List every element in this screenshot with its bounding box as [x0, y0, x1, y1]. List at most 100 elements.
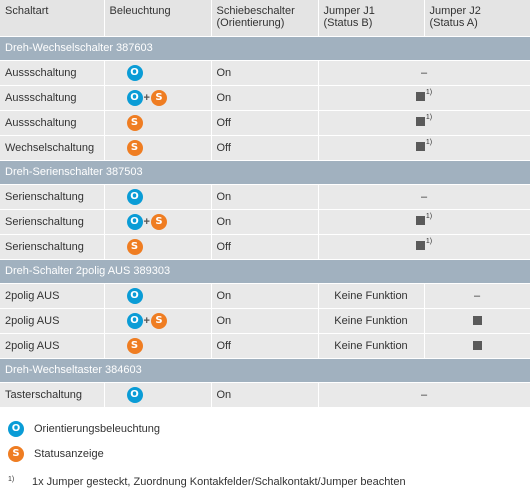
cell-beleuchtung: O + S [104, 85, 212, 111]
jumper-square-icon [415, 240, 425, 250]
footnote-reference: 1) [425, 212, 433, 220]
cell-schaltart: Serienschaltung [0, 209, 105, 235]
orientation-light-icon: O [126, 287, 143, 304]
plus-sign: + [143, 314, 150, 327]
cell-jumper-j2: – [424, 283, 530, 309]
footnote-reference: 1) [425, 113, 433, 121]
cell-schaltart: Tasterschaltung [0, 382, 105, 408]
cell-schiebeschalter: On [211, 209, 319, 235]
cell-schaltart: Aussschaltung [0, 85, 105, 111]
legend-footnote: 1) 1x Jumper gesteckt, Zuordnung Kontakf… [0, 470, 530, 494]
jumper-set-indicator: 1) [415, 138, 433, 151]
table-row: Aussschaltung O + S On 1) [0, 85, 530, 111]
cell-beleuchtung: O [104, 382, 212, 408]
cell-beleuchtung: O [104, 184, 212, 210]
jumper-square-icon [415, 116, 425, 126]
status-light-icon: S [150, 312, 167, 329]
cell-schaltart: Aussschaltung [0, 110, 105, 136]
status-light-icon: S [126, 337, 143, 354]
footnote-reference: 1) [425, 88, 433, 96]
lighting-indicators: O [126, 64, 143, 81]
orientation-light-icon: O [126, 312, 143, 329]
section-title: Dreh-Wechseltaster 384603 [0, 358, 530, 383]
cell-jumper-j2 [424, 333, 530, 359]
cell-schiebeschalter: Off [211, 333, 319, 359]
cell-schiebeschalter: On [211, 60, 319, 86]
legend-status-label: Statusanzeige [34, 447, 104, 460]
status-light-icon: S [126, 238, 143, 255]
table-row: Serienschaltung O On – [0, 184, 530, 210]
cell-schiebeschalter: On [211, 382, 319, 408]
status-light-icon: S [126, 139, 143, 156]
cell-schiebeschalter: On [211, 283, 319, 309]
cell-beleuchtung: S [104, 110, 212, 136]
status-light-icon: S [126, 114, 143, 131]
header-schiebeschalter: Schiebeschalter (Orientierung) [211, 0, 319, 37]
status-light-icon: S [150, 213, 167, 230]
cell-jumpers: – [318, 60, 530, 86]
section-header-row: Dreh-Serienschalter 387503 [0, 160, 530, 185]
cell-schaltart: Serienschaltung [0, 184, 105, 210]
status-light-icon: S [8, 445, 24, 462]
legend: O Orientierungsbeleuchtung S Statusanzei… [0, 416, 530, 494]
orientation-light-icon: O [126, 64, 143, 81]
lighting-indicators: O [126, 287, 143, 304]
lighting-indicators: S [126, 139, 143, 156]
table-row: 2polig AUS S Off Keine Funktion [0, 333, 530, 359]
footnote-text: 1x Jumper gesteckt, Zuordnung Kontakfeld… [32, 476, 406, 488]
cell-schiebeschalter: On [211, 85, 319, 111]
jumper-set-indicator: 1) [415, 238, 432, 250]
lighting-indicators: O + S [126, 312, 167, 329]
legend-orientation-label: Orientierungsbeleuchtung [34, 422, 160, 435]
jumper-set-indicator: 1) [415, 88, 433, 101]
header-beleuchtung: Beleuchtung [104, 0, 212, 37]
cell-schiebeschalter: On [211, 308, 319, 334]
table-row: Aussschaltung O On – [0, 60, 530, 86]
table-row: 2polig AUS O On Keine Funktion – [0, 283, 530, 309]
footnote-reference: 1) [425, 138, 433, 146]
table-row: Aussschaltung S Off 1) [0, 110, 530, 136]
cell-jumpers: – [318, 382, 530, 408]
header-schaltart: Schaltart [0, 0, 105, 37]
header-jumper-j1: Jumper J1 (Status B) [318, 0, 425, 37]
lighting-indicators: S [126, 337, 143, 354]
lighting-indicators: O + S [126, 213, 167, 230]
cell-beleuchtung: S [104, 234, 212, 260]
cell-jumper-j1: Keine Funktion [318, 283, 425, 309]
table-row: Tasterschaltung O On – [0, 382, 530, 408]
cell-schaltart: Wechselschaltung [0, 135, 105, 161]
orientation-light-icon: O [126, 386, 143, 403]
table-row: 2polig AUS O + S On Keine Funktion [0, 308, 530, 334]
lighting-indicators: S [126, 114, 143, 131]
table-header-row: Schaltart Beleuchtung Schiebeschalter (Or… [0, 0, 530, 37]
cell-beleuchtung: S [104, 333, 212, 359]
orientation-light-icon: O [126, 213, 143, 230]
cell-beleuchtung: O + S [104, 209, 212, 235]
plus-sign: + [143, 91, 150, 104]
cell-beleuchtung: O [104, 60, 212, 86]
cell-schiebeschalter: Off [211, 234, 319, 260]
cell-schaltart: Aussschaltung [0, 60, 105, 86]
orientation-light-icon: O [8, 420, 24, 437]
cell-beleuchtung: O [104, 283, 212, 309]
section-title: Dreh-Schalter 2polig AUS 389303 [0, 259, 530, 284]
cell-jumpers: 1) [318, 135, 530, 161]
section-header-row: Dreh-Wechseltaster 384603 [0, 358, 530, 383]
table-row: Wechselschaltung S Off 1) [0, 135, 530, 161]
cell-schiebeschalter: Off [211, 110, 319, 136]
cell-schiebeschalter: On [211, 184, 319, 210]
jumper-set-indicator: 1) [415, 113, 433, 126]
orientation-light-icon: O [126, 188, 143, 205]
lighting-indicators: O [126, 386, 143, 403]
lighting-indicators: O [126, 188, 143, 205]
cell-schaltart: 2polig AUS [0, 308, 105, 334]
cell-jumper-j1: Keine Funktion [318, 308, 425, 334]
jumper-square-icon [415, 91, 425, 101]
cell-jumpers: 1) [318, 234, 530, 260]
jumper-square-icon [415, 215, 425, 225]
orientation-light-icon: O [126, 89, 143, 106]
cell-jumper-j2 [424, 308, 530, 334]
cell-jumpers: 1) [318, 209, 530, 235]
lighting-indicators: O + S [126, 89, 167, 106]
legend-item-status: S Statusanzeige [0, 441, 530, 466]
